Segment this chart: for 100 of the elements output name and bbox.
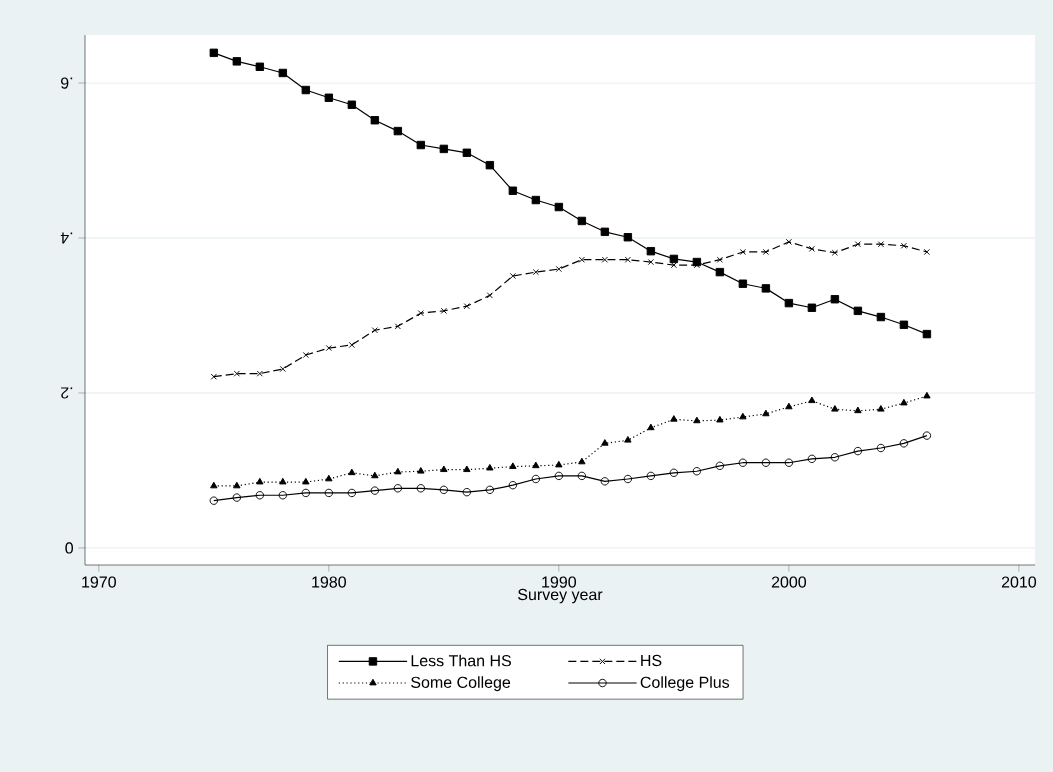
point — [578, 256, 585, 263]
point — [670, 415, 678, 422]
point — [692, 467, 702, 476]
point — [853, 306, 863, 316]
point — [417, 310, 424, 317]
point — [601, 439, 609, 446]
point — [761, 284, 771, 293]
point — [554, 471, 564, 481]
point — [831, 249, 838, 256]
point — [922, 329, 932, 339]
y-tick-label: 0 — [65, 542, 73, 554]
point — [738, 458, 748, 467]
point — [762, 248, 769, 256]
point — [232, 493, 242, 502]
point — [600, 227, 610, 237]
point — [463, 465, 471, 473]
point — [830, 453, 840, 462]
point — [647, 423, 655, 431]
point — [463, 303, 470, 310]
point — [279, 477, 287, 485]
point — [256, 477, 264, 485]
point — [623, 474, 633, 484]
y-tick-label: .6 — [60, 77, 73, 89]
point — [325, 344, 332, 352]
point — [486, 463, 494, 471]
point — [371, 327, 378, 334]
point — [485, 485, 495, 495]
point — [670, 262, 677, 269]
point — [255, 491, 265, 500]
point — [876, 443, 886, 453]
point — [923, 248, 930, 256]
point — [509, 462, 517, 469]
point — [577, 471, 587, 481]
point — [233, 481, 241, 489]
point — [600, 477, 610, 486]
point — [531, 474, 541, 484]
point — [739, 248, 746, 256]
x-tick-label: 1970 — [82, 576, 116, 588]
point — [900, 242, 907, 249]
point — [715, 267, 725, 277]
point — [324, 488, 334, 498]
point — [876, 312, 886, 322]
point — [416, 484, 426, 493]
point — [509, 272, 516, 280]
point — [555, 265, 562, 273]
point — [348, 341, 355, 349]
point — [532, 461, 540, 469]
point — [554, 202, 564, 212]
point — [370, 486, 380, 495]
point — [233, 370, 240, 377]
point — [302, 351, 309, 359]
x-axis-title: Survey year — [518, 588, 603, 604]
x-tick-label: 1990 — [542, 576, 577, 588]
point — [347, 100, 357, 109]
point — [923, 391, 931, 399]
point — [531, 195, 541, 205]
point — [761, 458, 771, 467]
y-tick-label: .2 — [61, 387, 73, 399]
point — [899, 439, 909, 448]
point — [209, 496, 219, 505]
point — [555, 460, 563, 468]
point — [394, 467, 402, 475]
point — [347, 488, 357, 498]
point — [532, 269, 539, 276]
point — [900, 398, 908, 406]
point — [808, 245, 815, 252]
point — [624, 436, 632, 443]
point — [669, 254, 679, 264]
point — [785, 238, 792, 245]
point — [807, 303, 817, 312]
legend-label: Less Than HS — [411, 654, 511, 667]
point — [669, 468, 679, 477]
y-tick-label: .4 — [60, 232, 73, 244]
point — [439, 485, 449, 495]
point — [256, 370, 263, 377]
point — [739, 412, 747, 420]
point — [232, 57, 242, 66]
legend-label: Some College — [411, 676, 511, 692]
point — [716, 256, 723, 263]
point — [416, 140, 426, 150]
point — [646, 246, 656, 256]
point — [808, 396, 816, 404]
point — [508, 186, 518, 195]
point — [301, 85, 311, 95]
point — [325, 474, 333, 482]
point — [462, 487, 472, 497]
point — [716, 415, 724, 423]
point — [279, 365, 286, 373]
point — [324, 93, 334, 102]
point — [577, 216, 587, 226]
point — [623, 233, 633, 242]
point — [371, 471, 379, 479]
x-tick-label: 2010 — [1001, 576, 1037, 588]
point — [278, 491, 288, 500]
point — [831, 405, 839, 412]
x-tick-label: 2000 — [771, 576, 807, 588]
point — [302, 477, 310, 485]
point — [394, 323, 401, 330]
point — [440, 307, 447, 314]
point — [486, 292, 493, 299]
